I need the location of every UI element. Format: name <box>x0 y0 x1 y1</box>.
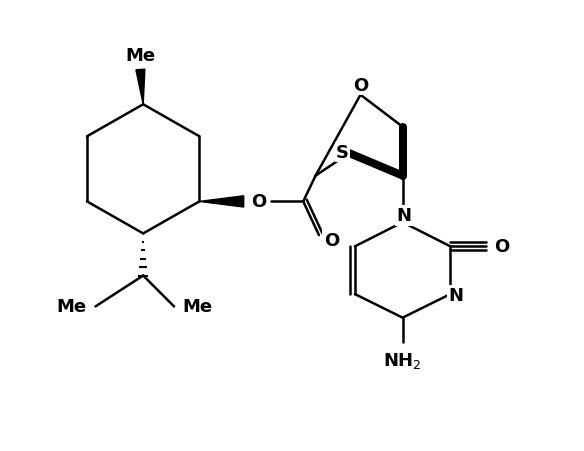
Text: Me: Me <box>183 298 213 316</box>
Text: S: S <box>336 144 349 161</box>
Text: NH$_2$: NH$_2$ <box>383 350 422 370</box>
Text: O: O <box>324 231 339 249</box>
Polygon shape <box>199 196 244 207</box>
Text: Me: Me <box>57 298 87 316</box>
Text: Me: Me <box>126 47 155 64</box>
Polygon shape <box>136 70 145 105</box>
Text: N: N <box>449 286 464 304</box>
Text: O: O <box>251 193 266 211</box>
Text: O: O <box>495 238 510 256</box>
Text: N: N <box>397 207 411 225</box>
Text: O: O <box>353 77 368 94</box>
